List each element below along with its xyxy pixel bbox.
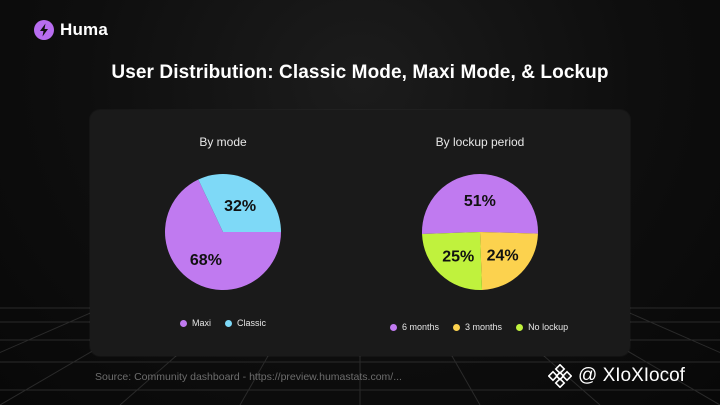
chart-title-by-lockup: By lockup period bbox=[435, 135, 525, 149]
legend-label: Maxi bbox=[192, 318, 212, 328]
legend-swatch bbox=[390, 323, 397, 331]
data-label-maxi: 68% bbox=[190, 252, 222, 269]
charts-panel: By mode 68% 32% Maxi Classic By lockup per… bbox=[90, 110, 630, 356]
pie-slice-6-months bbox=[422, 174, 538, 235]
legend-swatch bbox=[225, 319, 233, 327]
source-note: Source: Community dashboard - https://pr… bbox=[95, 371, 402, 383]
legend-label: 6 months bbox=[402, 322, 440, 332]
legend-label: Classic bbox=[237, 318, 267, 328]
legend-by-lockup: 6 months 3 months No lockup bbox=[390, 322, 568, 332]
pie-slice-3-months bbox=[480, 232, 538, 290]
legend-item-no-lockup: No lockup bbox=[516, 322, 568, 332]
pie-slice-no-lockup bbox=[422, 232, 483, 290]
legend-by-mode: Maxi Classic bbox=[180, 318, 266, 328]
pie-slice-classic bbox=[198, 174, 281, 232]
data-label-no-lockup: 25% bbox=[442, 248, 474, 265]
watermark-text: @ XIoXIocof bbox=[578, 365, 685, 386]
legend-item-maxi: Maxi bbox=[180, 318, 211, 328]
legend-label: 3 months bbox=[465, 322, 503, 332]
data-label-3-months: 24% bbox=[487, 247, 519, 264]
legend-item-6-months: 6 months bbox=[390, 322, 439, 332]
legend-label: No lockup bbox=[528, 322, 569, 332]
brand-name: Huma bbox=[60, 20, 109, 39]
legend-item-classic: Classic bbox=[225, 318, 266, 328]
chart-title-by-mode: By mode bbox=[199, 135, 247, 149]
pie-slice-maxi bbox=[165, 179, 281, 290]
page-title: User Distribution: Classic Mode, Maxi Mo… bbox=[111, 62, 609, 83]
data-label-6-months: 51% bbox=[464, 193, 496, 210]
legend-swatch bbox=[453, 323, 461, 331]
pie-chart-by-lockup: 51% 24% 25% bbox=[422, 174, 538, 290]
binance-icon bbox=[548, 364, 572, 388]
bolt-icon bbox=[34, 20, 54, 40]
legend-item-3-months: 3 months bbox=[453, 322, 502, 332]
brand: Huma bbox=[34, 20, 108, 40]
data-label-classic: 32% bbox=[224, 198, 256, 215]
legend-swatch bbox=[180, 319, 187, 327]
watermark: @ XIoXIocof bbox=[548, 364, 685, 388]
legend-swatch bbox=[516, 323, 524, 331]
pie-chart-by-mode: 68% 32% bbox=[165, 174, 281, 290]
